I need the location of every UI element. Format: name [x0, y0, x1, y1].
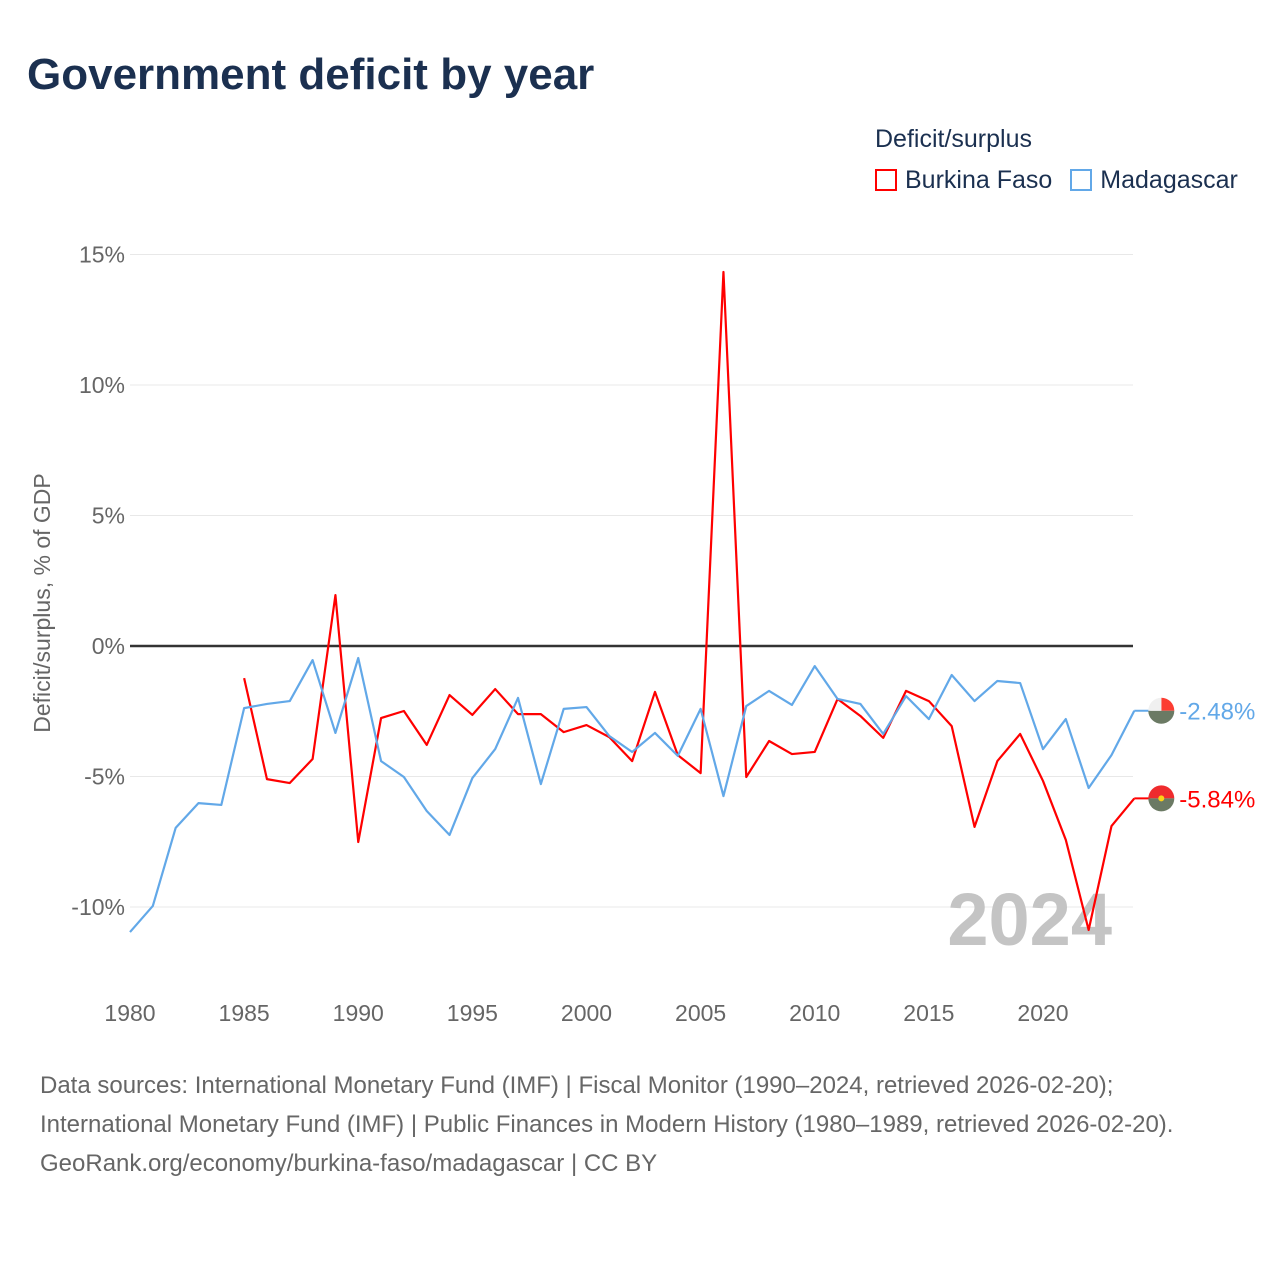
x-tick-label: 2020 — [1017, 1000, 1068, 1026]
x-tick-label: 2010 — [789, 1000, 840, 1026]
series-line-madagascar — [129, 656, 1136, 933]
y-tick-label: -10% — [71, 894, 125, 920]
y-tick-label: 0% — [92, 633, 125, 659]
flag-green — [1148, 710, 1175, 724]
y-tick-label: -5% — [84, 764, 125, 790]
end-value-label: -5.84% — [1179, 786, 1255, 813]
legend: Burkina Faso Madagascar — [875, 166, 1238, 195]
flag-bottom — [1148, 798, 1175, 812]
end-value-label: -2.48% — [1179, 699, 1255, 726]
legend-title: Deficit/surplus — [875, 125, 1032, 153]
flag-top — [1148, 785, 1175, 799]
legend-item-burkina-faso[interactable]: Burkina Faso — [875, 166, 1052, 195]
x-tick-label: 1985 — [219, 1000, 270, 1026]
x-tick-label: 2015 — [903, 1000, 954, 1026]
source-link[interactable]: GeoRank.org/economy/burkina-faso/madagas… — [40, 1150, 658, 1177]
y-axis-label: Deficit/surplus, % of GDP — [29, 473, 55, 732]
flag-icon-madagascar — [1148, 697, 1175, 724]
legend-label: Madagascar — [1100, 166, 1238, 194]
chart-title: Government deficit by year — [27, 50, 595, 99]
x-tick-label: 1980 — [104, 1000, 155, 1026]
y-tick-label: 10% — [79, 372, 125, 398]
flag-icon-burkina-faso — [1148, 785, 1175, 812]
footer: Data sources: International Monetary Fun… — [40, 1066, 1240, 1183]
legend-swatch-burkina-faso — [875, 169, 897, 191]
year-watermark: 2024 — [947, 878, 1112, 961]
x-tick-label: 2000 — [561, 1000, 612, 1026]
flag-white — [1148, 697, 1162, 711]
legend-item-madagascar[interactable]: Madagascar — [1070, 166, 1238, 195]
x-tick-label: 1995 — [447, 1000, 498, 1026]
flag-star — [1158, 795, 1165, 802]
legend-swatch-madagascar — [1070, 169, 1093, 191]
x-tick-label: 2005 — [675, 1000, 726, 1026]
data-sources: Data sources: International Monetary Fun… — [40, 1072, 1174, 1138]
y-tick-label: 5% — [92, 503, 125, 529]
y-tick-label: 15% — [79, 242, 125, 268]
flag-red — [1161, 697, 1175, 711]
legend-label: Burkina Faso — [905, 166, 1053, 194]
x-tick-label: 1990 — [333, 1000, 384, 1026]
series-line-burkina-faso — [243, 270, 1136, 932]
